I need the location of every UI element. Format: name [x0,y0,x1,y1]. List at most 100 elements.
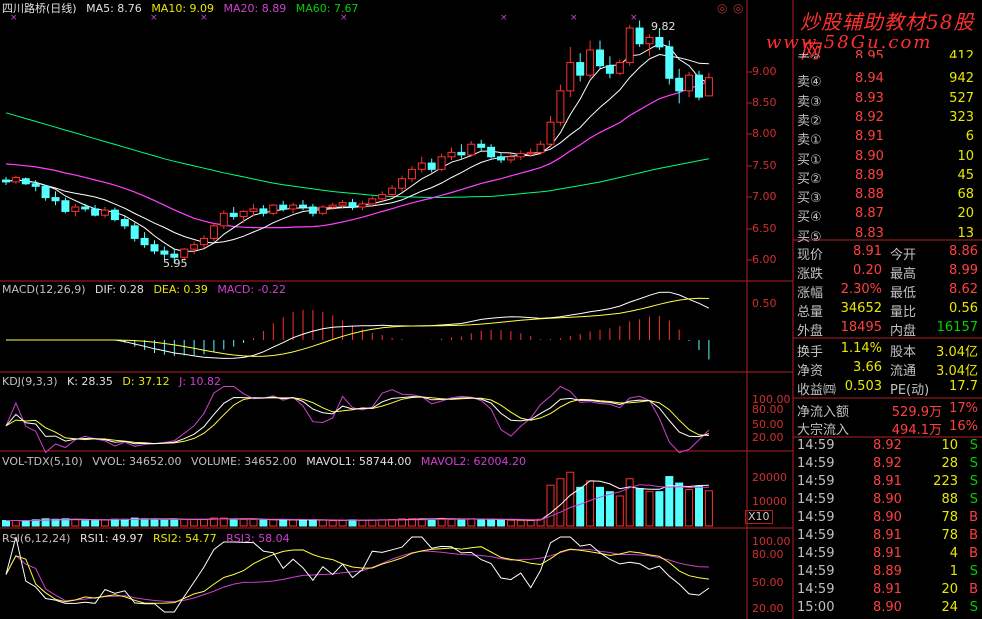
tick-side: S [969,492,978,507]
order-label: 卖③ [797,94,822,110]
volume-bar [546,484,555,527]
order-book-row[interactable]: 卖⑤ 8.95 412 [795,48,982,58]
order-volume: 412 [949,49,974,58]
tick-side: S [969,456,978,471]
order-volume: 942 [949,71,974,87]
volume-bar [308,519,317,527]
candle-up [358,203,367,208]
quote-value: 8.91 [853,244,882,259]
macd-dea: DEA: 0.39 [153,283,208,296]
vol-axis-label: 10000 [752,495,787,508]
candle-up [516,153,525,158]
order-book-row[interactable]: 买② 8.89 45 [795,167,982,187]
candle-down [229,212,238,217]
event-mark: × [500,13,508,23]
candle-up [467,143,476,156]
candle-down [655,36,664,48]
volume-bar [566,471,575,527]
candle-down [348,202,357,208]
volume-bar [398,518,406,527]
order-price: 8.90 [855,148,884,164]
order-label: 买② [797,171,822,187]
volume-bar [160,519,169,527]
volume-bar [279,519,288,527]
volume-bar [427,518,436,527]
vol-header: VOL-TDX(5,10) VVOL: 34652.00 VOLUME: 346… [2,455,532,468]
fund-value: 3.66 [853,360,882,375]
volume-bar [645,491,654,527]
rsi-header: RSI(6,12,24) RSI1: 49.97 RSI2: 54.77 RSI… [2,532,296,545]
tick-side: B [969,582,978,597]
volume-bar [130,517,139,527]
order-book-row[interactable]: 买④ 8.87 20 [795,205,982,225]
candle-down [427,162,436,170]
tick-row: 15:00 8.90 24 S [795,600,982,617]
quote-label: 现价 [797,248,824,263]
volume-bar [358,519,367,527]
volume-bar [596,486,604,527]
tick-volume: 10 [941,438,958,453]
volume-bar [289,519,298,527]
order-label: 卖② [797,113,822,129]
tick-price: 8.89 [873,564,902,579]
candle-down [91,208,100,216]
ma20-line [5,80,710,229]
event-mark: × [570,13,578,23]
price-axis-label: 7.00 [752,190,777,203]
quote-label: 内盘 [890,324,917,339]
candle-down [635,27,644,45]
rsi-2: RSI2: 54.77 [153,532,217,545]
tick-price: 8.92 [873,438,902,453]
volume-bar [11,520,20,527]
candle-up [239,210,248,217]
tick-volume: 24 [941,600,958,615]
volume-bar [586,480,595,527]
volume-bar [259,519,268,527]
flow-percent: 16% [949,419,978,434]
order-book-row[interactable]: 卖④ 8.94 942 [795,70,982,90]
volume-bar [675,482,684,527]
order-book-row[interactable]: 买⑤ 8.83 13 [795,225,982,245]
candle-down [170,253,179,258]
tick-row: 14:59 8.91 223 S [795,474,982,491]
tick-price: 8.92 [873,456,902,471]
candle-down [160,250,169,255]
volume-bar [615,495,624,527]
volume-bar [299,519,307,527]
tick-time: 14:59 [797,582,835,597]
quote-label: 外盘 [797,324,824,339]
order-book-row[interactable]: 卖① 8.91 6 [795,128,982,148]
quote-value: 0.56 [949,301,978,316]
candle-down [51,197,60,202]
close-icon[interactable]: ◎ [717,1,728,15]
volume-bar [101,519,109,527]
order-book-row[interactable]: 卖② 8.92 323 [795,109,982,129]
volume-bar [61,518,70,527]
quote-label: 最低 [890,286,917,301]
candle-down [497,156,505,161]
macd-dif: DIF: 0.28 [95,283,144,296]
order-price: 8.88 [855,187,884,203]
tick-row: 14:59 8.91 4 B [795,546,982,563]
order-book-row[interactable]: 买③ 8.88 68 [795,186,982,206]
order-volume: 13 [957,225,974,241]
candle-up [269,204,278,214]
volume-bar [526,520,535,527]
tick-price: 8.90 [873,510,902,525]
event-mark: × [10,13,18,23]
order-volume: 20 [957,206,974,222]
order-book-row[interactable]: 卖③ 8.93 527 [795,90,982,110]
settings-icon[interactable]: ◎ [733,1,744,15]
quote-value: 16157 [936,320,978,335]
order-price: 8.94 [855,71,884,87]
quote-row: 现价 8.91 今开 8.86 [795,243,982,263]
ma60-line [5,112,709,199]
candle-up [190,244,199,250]
volume-bar [31,519,40,527]
order-price: 8.87 [855,206,884,222]
rsi-1: RSI1: 49.97 [79,532,144,545]
order-book-row[interactable]: 买① 8.90 10 [795,148,982,168]
tick-row: 14:59 8.91 78 B [795,528,982,545]
quote-row: 涨跌 0.20 最高 8.99 [795,262,982,282]
